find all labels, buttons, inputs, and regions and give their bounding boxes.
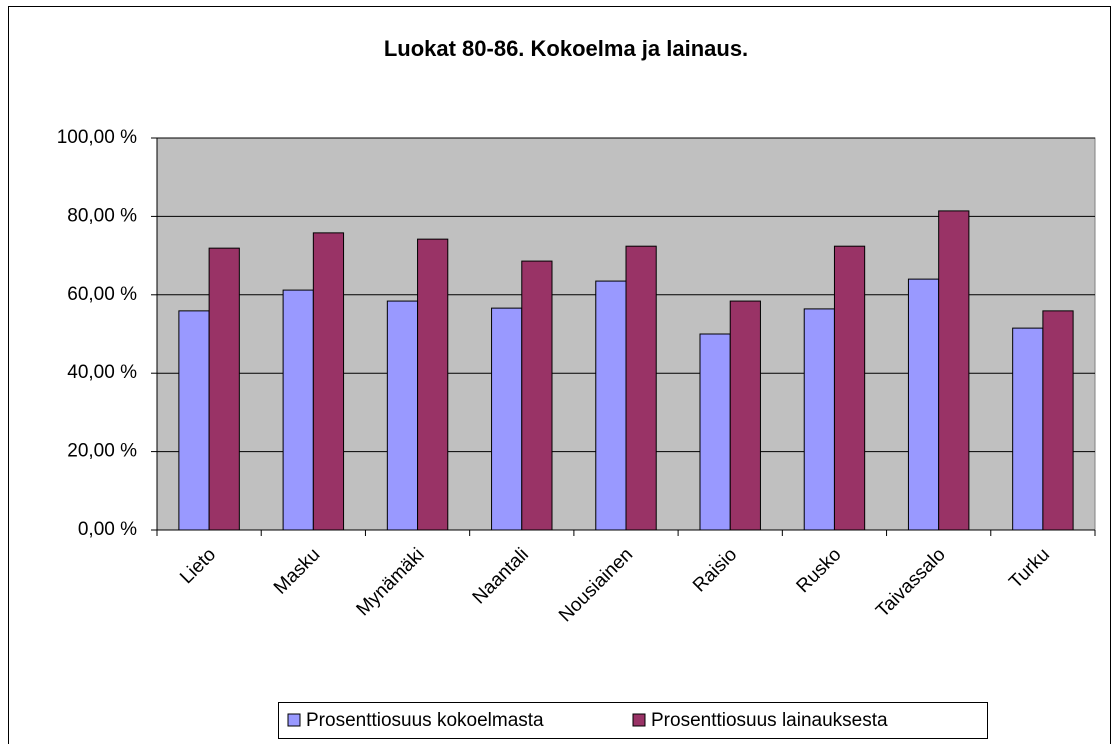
bar (282, 289, 314, 531)
bar (803, 308, 835, 531)
y-tick-label: 60,00 % (67, 284, 137, 305)
bar (491, 307, 523, 531)
bar (699, 333, 731, 531)
bar (729, 300, 761, 531)
legend-label: Prosenttiosuus kokoelmasta (306, 710, 544, 731)
y-tick-label: 20,00 % (67, 441, 137, 462)
legend-swatch (287, 713, 301, 727)
bar (1042, 310, 1074, 531)
y-tick-label: 100,00 % (57, 127, 137, 148)
legend-swatch (632, 713, 646, 727)
bar (1012, 327, 1044, 531)
bar (312, 232, 345, 531)
bar (938, 210, 970, 531)
bar (833, 245, 866, 531)
bar (208, 247, 240, 531)
bar (178, 310, 210, 531)
bar (521, 260, 553, 531)
bar (907, 278, 940, 531)
bar (417, 238, 449, 531)
bar (595, 280, 627, 531)
y-tick-label: 80,00 % (67, 205, 137, 226)
legend-label: Prosenttiosuus lainauksesta (651, 710, 888, 731)
bar (625, 245, 657, 531)
y-tick-label: 40,00 % (67, 362, 137, 383)
chart-title: Luokat 80-86. Kokoelma ja lainaus. (384, 36, 748, 61)
bar (386, 300, 419, 531)
y-tick-label: 0,00 % (78, 519, 137, 540)
